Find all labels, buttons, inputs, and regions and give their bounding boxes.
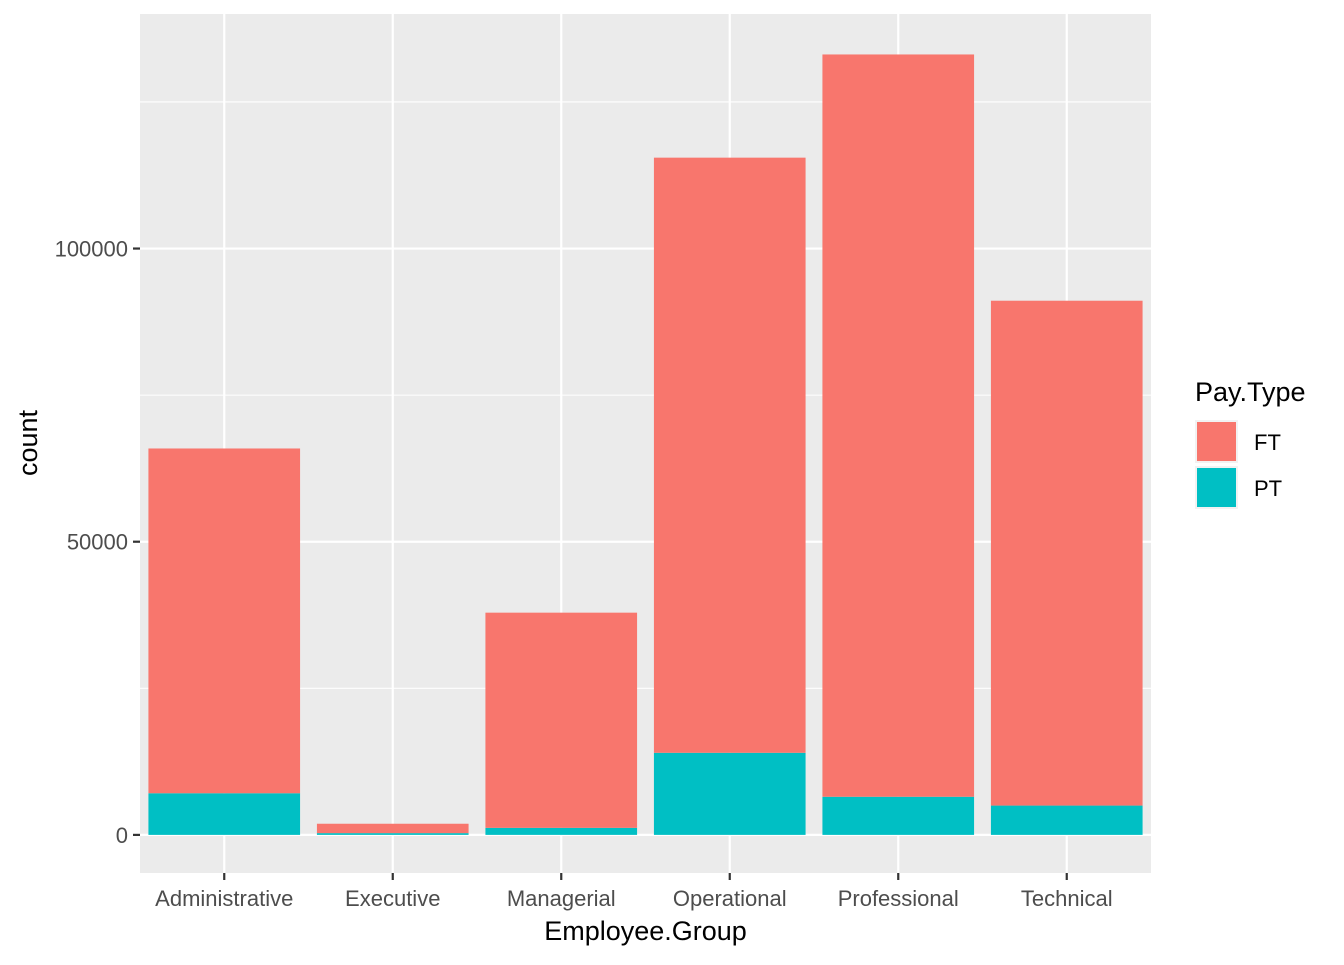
x-axis: Administrative Executive Managerial Operati… bbox=[155, 873, 1113, 911]
bar-pt-executive bbox=[316, 833, 469, 835]
bar-ft-executive bbox=[316, 823, 469, 834]
bar-ft-professional bbox=[822, 54, 975, 797]
y-tick-label: 100000 bbox=[55, 237, 128, 262]
legend-title: Pay.Type bbox=[1195, 377, 1306, 407]
x-tick-label: Managerial bbox=[507, 886, 616, 911]
legend-label-ft: FT bbox=[1254, 430, 1281, 455]
bar-pt-managerial bbox=[485, 827, 638, 835]
minor-gridlines bbox=[140, 101, 1151, 689]
bars bbox=[148, 54, 1143, 835]
legend-swatch-ft bbox=[1197, 422, 1236, 461]
bar-pt-operational bbox=[653, 752, 806, 835]
legend-keys: FT PT bbox=[1195, 420, 1282, 509]
legend: Pay.Type FT PT bbox=[1195, 377, 1306, 509]
legend-label-pt: PT bbox=[1254, 476, 1282, 501]
x-tick-label: Technical bbox=[1021, 886, 1113, 911]
bar-pt-administrative bbox=[148, 793, 301, 835]
y-axis: 0 50000 100000 bbox=[55, 237, 140, 848]
bar-pt-technical bbox=[990, 805, 1143, 835]
bar-ft-technical bbox=[990, 300, 1143, 806]
x-tick-label: Executive bbox=[345, 886, 440, 911]
y-tick-label: 50000 bbox=[67, 530, 128, 555]
bar-ft-operational bbox=[653, 157, 806, 753]
x-tick-label: Administrative bbox=[155, 886, 293, 911]
y-axis-title: count bbox=[13, 409, 43, 476]
panel-background bbox=[140, 14, 1151, 873]
bar-pt-professional bbox=[822, 796, 975, 835]
x-axis-title: Employee.Group bbox=[544, 916, 747, 946]
bar-ft-managerial bbox=[485, 612, 638, 828]
x-tick-label: Operational bbox=[673, 886, 787, 911]
y-tick-label: 0 bbox=[116, 823, 128, 848]
x-tick-label: Professional bbox=[838, 886, 959, 911]
legend-swatch-pt bbox=[1197, 468, 1236, 507]
bar-ft-administrative bbox=[148, 448, 301, 794]
